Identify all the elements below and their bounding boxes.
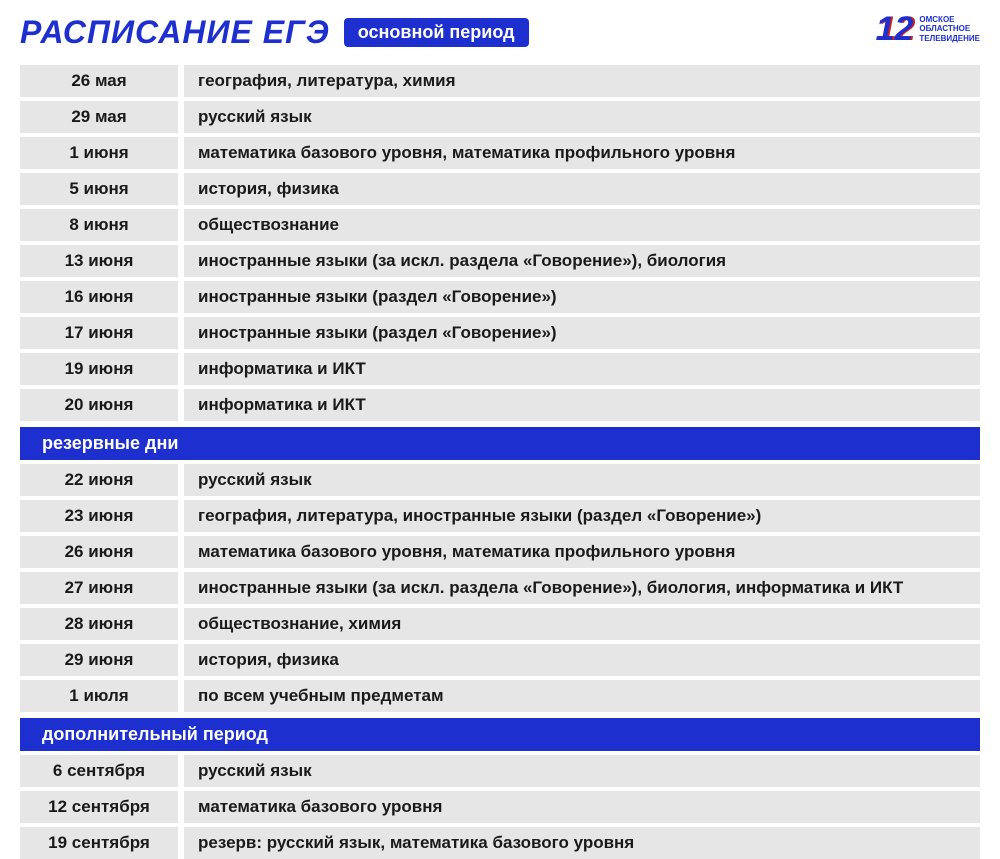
date-cell: 26 июня [20,536,178,568]
logo-line2: ОБЛАСТНОЕ [919,24,980,34]
subjects-cell: иностранные языки (за искл. раздела «Гов… [184,245,980,277]
subjects-cell: информатика и ИКТ [184,353,980,385]
period-badge: основной период [344,18,529,47]
date-cell: 26 мая [20,65,178,97]
date-cell: 19 сентября [20,827,178,859]
page-title: РАСПИСАНИЕ ЕГЭ [20,14,330,51]
subjects-cell: история, физика [184,644,980,676]
subjects-cell: иностранные языки (раздел «Говорение») [184,317,980,349]
logo-number: 12 [876,12,914,46]
section-heading: дополнительный период [20,718,980,751]
date-cell: 1 июля [20,680,178,712]
date-cell: 22 июня [20,464,178,496]
table-row: 17 июняиностранные языки (раздел «Говоре… [20,317,980,349]
table-row: 16 июняиностранные языки (раздел «Говоре… [20,281,980,313]
date-cell: 17 июня [20,317,178,349]
date-cell: 27 июня [20,572,178,604]
table-row: 26 маягеография, литература, химия [20,65,980,97]
table-row: 20 июняинформатика и ИКТ [20,389,980,421]
table-row: 29 июняистория, физика [20,644,980,676]
section-heading: резервные дни [20,427,980,460]
date-cell: 20 июня [20,389,178,421]
logo-text: ОМСКОЕ ОБЛАСТНОЕ ТЕЛЕВИДЕНИЕ [919,15,980,44]
date-cell: 5 июня [20,173,178,205]
subjects-cell: география, литература, иностранные языки… [184,500,980,532]
table-row: 19 сентябрярезерв: русский язык, математ… [20,827,980,859]
date-cell: 29 мая [20,101,178,133]
date-cell: 6 сентября [20,755,178,787]
date-cell: 19 июня [20,353,178,385]
table-row: 27 июняиностранные языки (за искл. разде… [20,572,980,604]
subjects-cell: математика базового уровня, математика п… [184,536,980,568]
subjects-cell: информатика и ИКТ [184,389,980,421]
date-cell: 28 июня [20,608,178,640]
table-row: 22 июнярусский язык [20,464,980,496]
date-cell: 16 июня [20,281,178,313]
table-row: 12 сентябряматематика базового уровня [20,791,980,823]
header: РАСПИСАНИЕ ЕГЭ основной период [0,0,1000,61]
subjects-cell: русский язык [184,755,980,787]
channel-logo: 12 ОМСКОЕ ОБЛАСТНОЕ ТЕЛЕВИДЕНИЕ [876,12,980,46]
table-row: 1 июняматематика базового уровня, матема… [20,137,980,169]
subjects-cell: резерв: русский язык, математика базовог… [184,827,980,859]
subjects-cell: обществознание [184,209,980,241]
subjects-cell: математика базового уровня, математика п… [184,137,980,169]
schedule-content: 26 маягеография, литература, химия29 мая… [0,65,1000,859]
logo-line3: ТЕЛЕВИДЕНИЕ [919,34,980,44]
table-row: 8 июняобществознание [20,209,980,241]
table-row: 28 июняобществознание, химия [20,608,980,640]
date-cell: 12 сентября [20,791,178,823]
subjects-cell: обществознание, химия [184,608,980,640]
table-row: 13 июняиностранные языки (за искл. разде… [20,245,980,277]
date-cell: 1 июня [20,137,178,169]
subjects-cell: история, физика [184,173,980,205]
table-row: 19 июняинформатика и ИКТ [20,353,980,385]
schedule-table: 26 маягеография, литература, химия29 мая… [0,65,1000,421]
subjects-cell: математика базового уровня [184,791,980,823]
table-row: 1 июляпо всем учебным предметам [20,680,980,712]
subjects-cell: по всем учебным предметам [184,680,980,712]
logo-line1: ОМСКОЕ [919,15,980,25]
subjects-cell: иностранные языки (раздел «Говорение») [184,281,980,313]
table-row: 29 маярусский язык [20,101,980,133]
table-row: 23 июнягеография, литература, иностранны… [20,500,980,532]
subjects-cell: иностранные языки (за искл. раздела «Гов… [184,572,980,604]
schedule-table: 6 сентябрярусский язык12 сентябряматемат… [0,755,1000,859]
date-cell: 8 июня [20,209,178,241]
table-row: 5 июняистория, физика [20,173,980,205]
table-row: 26 июняматематика базового уровня, матем… [20,536,980,568]
schedule-table: 22 июнярусский язык23 июнягеография, лит… [0,464,1000,712]
subjects-cell: русский язык [184,101,980,133]
table-row: 6 сентябрярусский язык [20,755,980,787]
date-cell: 13 июня [20,245,178,277]
date-cell: 23 июня [20,500,178,532]
subjects-cell: русский язык [184,464,980,496]
date-cell: 29 июня [20,644,178,676]
subjects-cell: география, литература, химия [184,65,980,97]
